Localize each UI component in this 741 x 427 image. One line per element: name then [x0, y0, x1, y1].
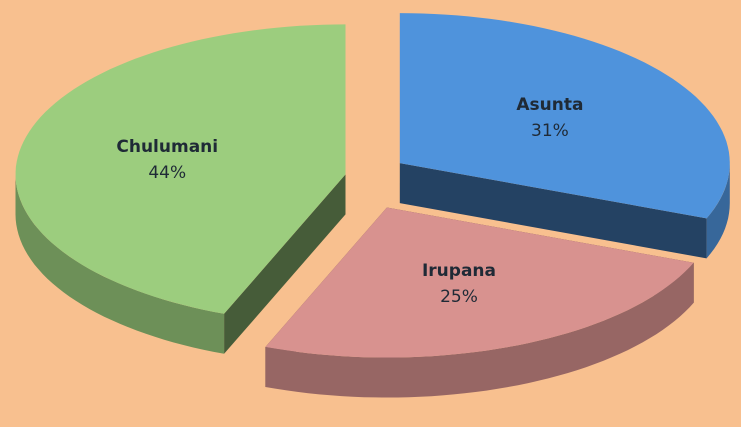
slice-value-label: 31% [531, 121, 569, 141]
slice-label: Chulumani [116, 137, 218, 157]
slice-value-label: 44% [148, 163, 186, 183]
slice-side [224, 174, 346, 354]
slice-value-label: 25% [440, 287, 478, 307]
slice-wall [265, 262, 694, 398]
slice-label: Irupana [422, 261, 496, 281]
slice [15, 24, 346, 314]
slice [399, 13, 730, 219]
slice-label: Asunta [516, 95, 583, 115]
slice-wall [706, 163, 730, 259]
slice [265, 207, 694, 358]
slice-wall [15, 174, 225, 354]
slice-side [399, 163, 707, 259]
